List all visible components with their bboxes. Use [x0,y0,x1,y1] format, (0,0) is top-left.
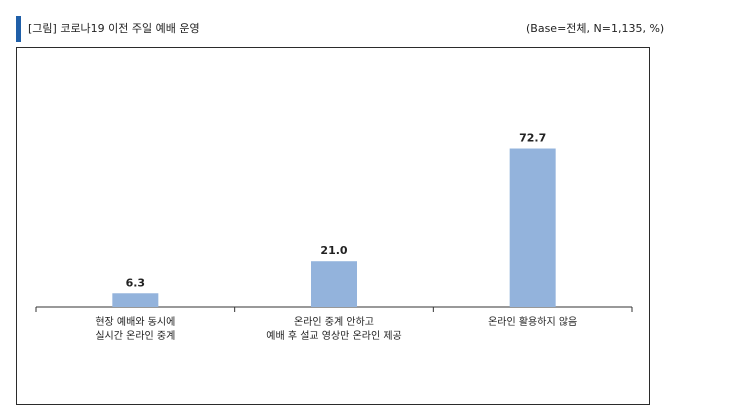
category-label: 현장 예배와 동시에 [95,316,175,328]
bar [509,148,556,307]
category-label: 온라인 활용하지 않음 [488,315,577,328]
data-label: 6.3 [126,276,146,289]
base-note: (Base=전체, N=1,135, %) [526,22,665,35]
category-label: 실시간 온라인 중계 [95,330,175,342]
data-label: 72.7 [519,132,546,145]
bar [311,261,357,307]
category-label: 온라인 중계 안하고 [294,315,374,328]
figure-title: [그림] 코로나19 이전 주일 예배 운영 [28,22,200,35]
bar [112,293,159,307]
category-label: 예배 후 설교 영상만 온라인 제공 [266,330,402,342]
data-label: 21.0 [320,244,347,257]
title-accent-bar [16,16,21,42]
